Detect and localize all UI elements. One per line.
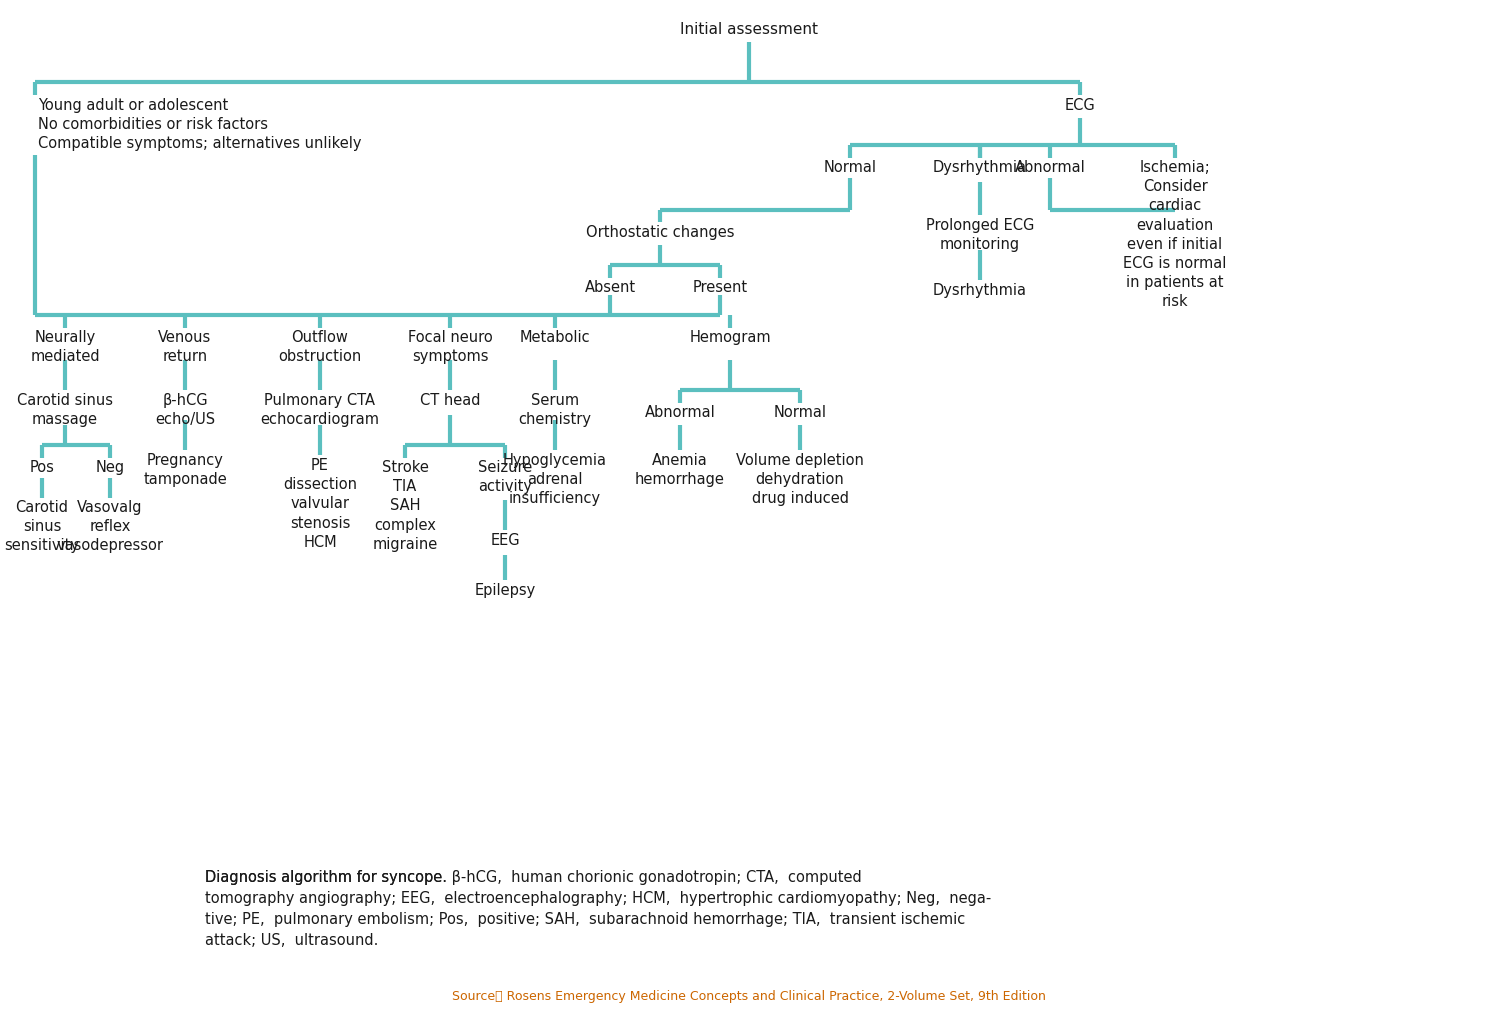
Text: Pulmonary CTA
echocardiogram: Pulmonary CTA echocardiogram (261, 393, 379, 427)
Text: Seizure
activity: Seizure activity (478, 460, 532, 494)
Text: Pregnancy
tamponade: Pregnancy tamponade (144, 453, 226, 487)
Text: Young adult or adolescent
No comorbidities or risk factors
Compatible symptoms; : Young adult or adolescent No comorbiditi… (37, 98, 361, 151)
Text: Pos: Pos (30, 460, 54, 475)
Text: Hemogram: Hemogram (689, 330, 771, 345)
Text: Carotid
sinus
sensitivity: Carotid sinus sensitivity (4, 500, 79, 553)
Text: PE
dissection
valvular
stenosis
HCM: PE dissection valvular stenosis HCM (283, 458, 357, 550)
Text: Venous
return: Venous return (159, 330, 211, 365)
Text: Serum
chemistry: Serum chemistry (518, 393, 592, 427)
Text: ECG: ECG (1065, 98, 1095, 113)
Text: Metabolic: Metabolic (520, 330, 590, 345)
Text: Prolonged ECG
monitoring: Prolonged ECG monitoring (926, 218, 1034, 252)
Text: Source： Rosens Emergency Medicine Concepts and Clinical Practice, 2-Volume Set, : Source： Rosens Emergency Medicine Concep… (452, 990, 1046, 1003)
Text: Stroke
TIA
SAH
complex
migraine: Stroke TIA SAH complex migraine (373, 460, 437, 552)
Text: Volume depletion
dehydration
drug induced: Volume depletion dehydration drug induce… (736, 453, 864, 507)
Text: Dysrhythmia: Dysrhythmia (933, 283, 1028, 298)
Text: β-hCG
echo/US: β-hCG echo/US (154, 393, 216, 427)
Text: Hypoglycemia
adrenal
insufficiency: Hypoglycemia adrenal insufficiency (503, 453, 607, 507)
Text: CT head: CT head (419, 393, 481, 408)
Text: Neurally
mediated: Neurally mediated (30, 330, 100, 365)
Text: Abnormal: Abnormal (1014, 160, 1086, 175)
Text: Initial assessment: Initial assessment (680, 22, 818, 37)
Text: Ischemia;
Consider
cardiac
evaluation
even if initial
ECG is normal
in patients : Ischemia; Consider cardiac evaluation ev… (1124, 160, 1227, 309)
Text: Anemia
hemorrhage: Anemia hemorrhage (635, 453, 725, 487)
Text: Neg: Neg (96, 460, 124, 475)
Text: Normal: Normal (824, 160, 876, 175)
Text: Orthostatic changes: Orthostatic changes (586, 225, 734, 240)
Text: EEG: EEG (490, 533, 520, 548)
Text: Present: Present (692, 280, 748, 295)
Text: Vasovalg
reflex
vasodepressor: Vasovalg reflex vasodepressor (57, 500, 163, 553)
Text: Epilepsy: Epilepsy (475, 583, 536, 598)
Text: Carotid sinus
massage: Carotid sinus massage (16, 393, 112, 427)
Text: Outflow
obstruction: Outflow obstruction (279, 330, 361, 365)
Text: Diagnosis algorithm for syncope.: Diagnosis algorithm for syncope. (205, 870, 446, 885)
Text: Absent: Absent (584, 280, 635, 295)
Text: Dysrhythmia: Dysrhythmia (933, 160, 1028, 175)
Text: Diagnosis algorithm for syncope. β-hCG,  human chorionic gonadotropin; CTA,  com: Diagnosis algorithm for syncope. β-hCG, … (205, 870, 992, 948)
Text: Normal: Normal (773, 405, 827, 420)
Text: Focal neuro
symptoms: Focal neuro symptoms (407, 330, 493, 365)
Text: Abnormal: Abnormal (644, 405, 716, 420)
